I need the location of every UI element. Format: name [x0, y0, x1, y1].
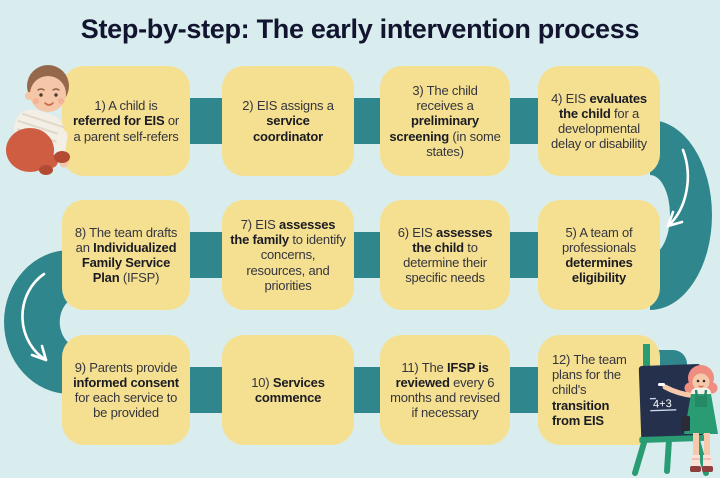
step-text-segment: to identify concerns, resources, and pri… [246, 232, 346, 293]
step-box-1: 1) A child is referred for EIS or a pare… [62, 66, 190, 176]
connector-step6-step5 [504, 232, 544, 278]
curved-arrow-down-icon [666, 148, 690, 228]
step-text-segment: 4) EIS [551, 90, 590, 106]
step-text-bold: assesses the family [230, 217, 336, 248]
baby-face [30, 76, 66, 112]
step-box-5: 5) A team of professionals determines el… [538, 200, 660, 310]
step-text: 11) The IFSP is reviewed every 6 months … [388, 360, 502, 420]
step-text-bold: referred for EIS [72, 113, 165, 129]
step-text-segment: 8) The team drafts an [74, 224, 178, 255]
step-text-segment: 6) EIS [397, 224, 437, 240]
step-text-segment: 10) [251, 374, 273, 390]
step-text: 1) A child is referred for EIS or a pare… [70, 98, 182, 143]
step-box-2: 2) EIS assigns a service coordinator [222, 66, 354, 176]
step-text: 4) EIS evaluates the child for a develop… [546, 91, 652, 151]
curve-connector-right [650, 120, 712, 310]
step-text: 9) Parents provide informed consent for … [70, 360, 182, 420]
step-text-bold: preliminary screening [389, 113, 479, 144]
step-text-segment: for each service to be provided [74, 390, 178, 421]
step-text: 12) The team plans for the child's trans… [552, 352, 630, 427]
step-text-segment: every 6 months and revised if necessary [390, 374, 500, 421]
step-text-bold: Individualized Family Service Plan [81, 239, 177, 286]
curved-arrow-down-icon [21, 272, 48, 362]
step-text-segment: 7) EIS [240, 217, 280, 233]
step-text: 3) The child receives a preliminary scre… [388, 83, 502, 158]
step-box-10: 10) Services commence [222, 335, 354, 445]
teacher-at-chalkboard-illustration: 4+3 [632, 344, 718, 476]
step-text-bold: service coordinator [252, 113, 324, 144]
step-text-segment: 11) The [401, 359, 447, 375]
step-text-bold: evaluates the child [558, 90, 647, 121]
step-text-segment: (in some states) [426, 128, 501, 159]
step-box-4: 4) EIS evaluates the child for a develop… [538, 66, 660, 176]
step-text-bold: Services commence [254, 374, 325, 405]
connector-step9-step10 [184, 367, 228, 413]
step-text-segment: or a parent self-refers [73, 113, 180, 144]
step-text-segment: 5) A team of professionals [562, 224, 636, 255]
step-text-segment: 1) A child is [94, 98, 158, 114]
step-text: 6) EIS assesses the child to determine t… [388, 225, 502, 285]
connector-step2-step3 [348, 98, 386, 144]
step-box-8: 8) The team drafts an Individualized Fam… [62, 200, 190, 310]
connector-step11-step12 [504, 367, 544, 413]
step-text-segment: 3) The child receives a [412, 83, 478, 114]
step-box-11: 11) The IFSP is reviewed every 6 months … [380, 335, 510, 445]
step-text-segment: for a developmental delay or disability [551, 105, 647, 152]
step-text-segment: 2) EIS assigns a [242, 98, 334, 114]
step-box-9: 9) Parents provide informed consent for … [62, 335, 190, 445]
connector-step3-step4 [504, 98, 544, 144]
curve-connector-left [4, 250, 70, 394]
connector-step7-step6 [348, 232, 386, 278]
teacher-dress [684, 394, 718, 434]
step-text-bold: IFSP is reviewed [395, 359, 489, 390]
step-text-bold: transition from EIS [552, 397, 610, 428]
crawling-baby-illustration [6, 65, 70, 175]
step-text: 2) EIS assigns a service coordinator [230, 98, 346, 143]
step-text-bold: determines eligibility [565, 255, 633, 286]
step-text: 7) EIS assesses the family to identify c… [230, 217, 346, 292]
step-text-segment: (IFSP) [119, 270, 160, 286]
step-text-segment: to determine their specific needs [403, 239, 487, 286]
book [681, 416, 690, 431]
step-text-segment: 12) The team plans for the child's [552, 352, 627, 398]
step-text-bold: informed consent [73, 374, 179, 390]
step-text-bold: assesses the child [412, 224, 493, 255]
step-box-6: 6) EIS assesses the child to determine t… [380, 200, 510, 310]
chalkboard-text: 4+3 [653, 398, 672, 411]
step-box-7: 7) EIS assesses the family to identify c… [222, 200, 354, 310]
step-text: 5) A team of professionals determines el… [546, 225, 652, 285]
connector-step10-step11 [348, 367, 386, 413]
connector-step8-step7 [184, 232, 228, 278]
teacher-face [692, 373, 710, 391]
step-text: 10) Services commence [230, 375, 346, 405]
connector-step1-step2 [184, 98, 228, 144]
step-text: 8) The team drafts an Individualized Fam… [70, 225, 182, 285]
step-text-segment: 9) Parents provide [74, 359, 178, 375]
step-box-3: 3) The child receives a preliminary scre… [380, 66, 510, 176]
page-title: Step-by-step: The early intervention pro… [80, 14, 640, 44]
